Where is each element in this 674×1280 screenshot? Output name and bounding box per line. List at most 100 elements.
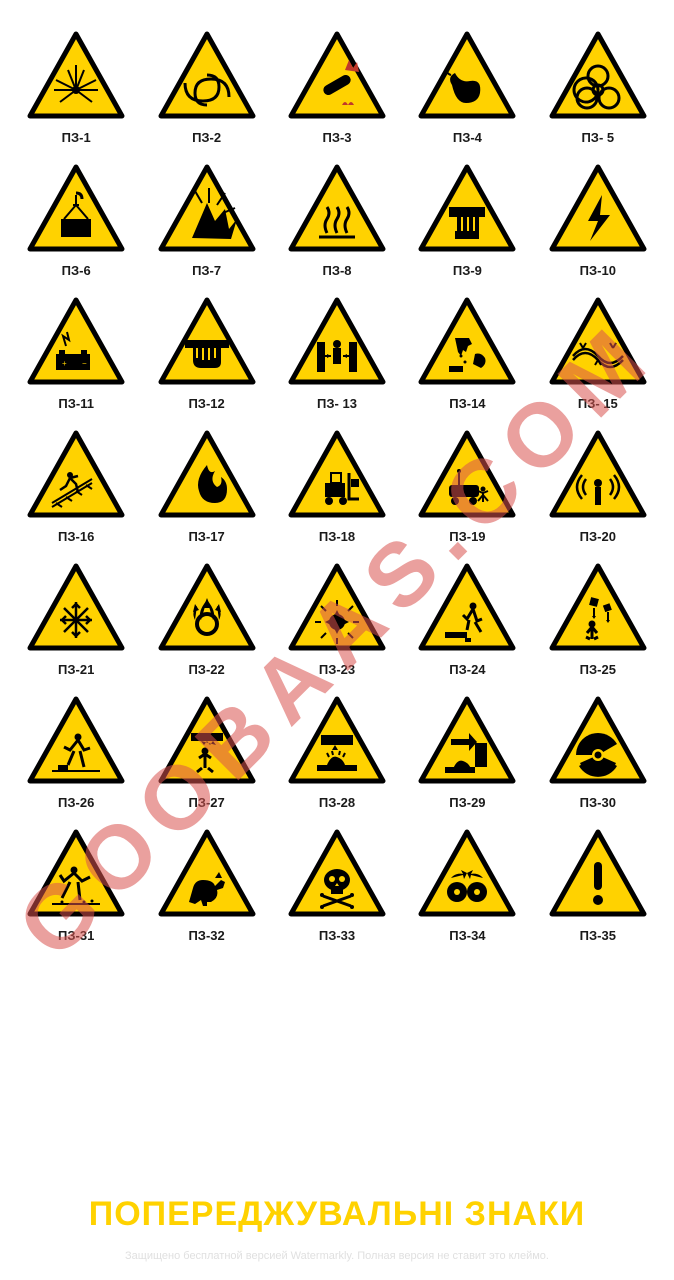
footer-text: Защищено бесплатной версией Watermarkly.… xyxy=(0,1250,674,1262)
sign-label: ПЗ-11 xyxy=(58,396,94,411)
overhead-load-icon xyxy=(26,163,126,253)
sign-cell: ПЗ-10 xyxy=(542,163,654,278)
explosive-icon xyxy=(157,163,257,253)
corrosive-icon xyxy=(417,296,517,386)
sign-cell: ПЗ- 15 xyxy=(542,296,654,411)
sign-cell: ПЗ-24 xyxy=(411,562,523,677)
sign-label: ПЗ-31 xyxy=(58,928,94,943)
hot-surface-icon xyxy=(287,163,387,253)
sign-cell: ПЗ- 5 xyxy=(542,30,654,145)
non-ionizing-radiation-icon xyxy=(548,429,648,519)
sign-label: ПЗ-9 xyxy=(453,263,482,278)
sign-cell: ПЗ-35 xyxy=(542,828,654,943)
sign-label: ПЗ-4 xyxy=(453,130,482,145)
sign-cell: ПЗ-3 xyxy=(281,30,393,145)
sign-label: ПЗ-32 xyxy=(188,928,224,943)
hand-crush-press-icon xyxy=(287,695,387,785)
sign-label: ПЗ- 13 xyxy=(317,396,357,411)
sign-label: ПЗ-8 xyxy=(322,263,351,278)
low-temperature-icon xyxy=(26,562,126,652)
sign-cell: ПЗ-22 xyxy=(150,562,262,677)
sign-cell: ПЗ-2 xyxy=(150,30,262,145)
page-title: ПОПЕРЕДЖУВАЛЬНІ ЗНАКИ xyxy=(0,1195,674,1234)
sign-label: ПЗ-26 xyxy=(58,795,94,810)
sign-cell: ПЗ-16 xyxy=(20,429,132,544)
sign-cell: ПЗ-6 xyxy=(20,163,132,278)
sign-cell: ПЗ-25 xyxy=(542,562,654,677)
sign-label: ПЗ-14 xyxy=(449,396,485,411)
sign-label: ПЗ-34 xyxy=(449,928,485,943)
bull-animal-icon xyxy=(417,30,517,120)
sign-label: ПЗ-27 xyxy=(188,795,224,810)
flammable-icon xyxy=(157,429,257,519)
sign-label: ПЗ-33 xyxy=(319,928,355,943)
sign-cell: ПЗ-18 xyxy=(281,429,393,544)
forklift-icon xyxy=(287,429,387,519)
sign-cell: ПЗ-4 xyxy=(411,30,523,145)
sign-cell: ПЗ-31 xyxy=(20,828,132,943)
sign-cell: ПЗ-33 xyxy=(281,828,393,943)
sign-label: ПЗ-10 xyxy=(580,263,616,278)
optical-radiation-sun-icon xyxy=(287,562,387,652)
sign-label: ПЗ-35 xyxy=(580,928,616,943)
sign-label: ПЗ-12 xyxy=(188,396,224,411)
general-warning-icon xyxy=(548,828,648,918)
sign-label: ПЗ-17 xyxy=(188,529,224,544)
sign-label: ПЗ-3 xyxy=(322,130,351,145)
remote-vehicle-icon xyxy=(417,429,517,519)
gas-cylinder-icon xyxy=(287,30,387,120)
sign-cell: ПЗ-26 xyxy=(20,695,132,810)
falling-objects-icon xyxy=(548,562,648,652)
sign-cell: ПЗ-32 xyxy=(150,828,262,943)
biohazard-icon xyxy=(548,30,648,120)
laser-radiation-icon xyxy=(26,30,126,120)
sign-label: ПЗ-24 xyxy=(449,662,485,677)
oxidizing-icon xyxy=(157,562,257,652)
sign-cell: ПЗ-30 xyxy=(542,695,654,810)
sign-cell: ПЗ-8 xyxy=(281,163,393,278)
guard-dog-icon xyxy=(157,828,257,918)
drop-fall-icon xyxy=(417,562,517,652)
floor-obstacle-icon xyxy=(26,695,126,785)
slippery-surface-icon xyxy=(26,828,126,918)
optical-radiation-spiral-icon xyxy=(157,30,257,120)
sign-cell: ПЗ-7 xyxy=(150,163,262,278)
sign-label: ПЗ-29 xyxy=(449,795,485,810)
hand-injury-icon xyxy=(157,296,257,386)
sign-label: ПЗ-21 xyxy=(58,662,94,677)
sign-label: ПЗ-28 xyxy=(319,795,355,810)
sign-cell: ПЗ-21 xyxy=(20,562,132,677)
fragile-roof-icon xyxy=(26,429,126,519)
sign-cell: ПЗ-19 xyxy=(411,429,523,544)
battery-hazard-icon: +− xyxy=(26,296,126,386)
sign-label: ПЗ-2 xyxy=(192,130,221,145)
toxic-skull-icon xyxy=(287,828,387,918)
sign-cell: ПЗ-14 xyxy=(411,296,523,411)
radioactive-icon xyxy=(548,695,648,785)
sign-label: ПЗ-1 xyxy=(62,130,91,145)
sign-label: ПЗ-30 xyxy=(580,795,616,810)
barbed-wire-icon xyxy=(548,296,648,386)
sign-label: ПЗ-6 xyxy=(62,263,91,278)
warning-signs-grid: ПЗ-1 ПЗ-2 ПЗ-3 xyxy=(0,0,674,963)
sign-label: ПЗ-16 xyxy=(58,529,94,544)
sign-cell: ПЗ-34 xyxy=(411,828,523,943)
sign-cell: ПЗ- 13 xyxy=(281,296,393,411)
sign-label: ПЗ-7 xyxy=(192,263,221,278)
sign-cell: ПЗ-12 xyxy=(150,296,262,411)
hand-crush-mold-icon xyxy=(417,695,517,785)
sign-cell: ПЗ-17 xyxy=(150,429,262,544)
sign-label: ПЗ-22 xyxy=(188,662,224,677)
sign-cell: ПЗ-20 xyxy=(542,429,654,544)
sign-label: ПЗ-19 xyxy=(449,529,485,544)
sign-label: ПЗ-23 xyxy=(319,662,355,677)
sign-label: ПЗ- 15 xyxy=(578,396,618,411)
sign-cell: +− ПЗ-11 xyxy=(20,296,132,411)
sign-label: ПЗ- 5 xyxy=(581,130,614,145)
sign-cell: ПЗ-28 xyxy=(281,695,393,810)
sign-cell: ПЗ-1 xyxy=(20,30,132,145)
sign-label: ПЗ-20 xyxy=(580,529,616,544)
sign-cell: ПЗ-9 xyxy=(411,163,523,278)
hand-crush-icon xyxy=(417,163,517,253)
overhead-obstacle-icon xyxy=(157,695,257,785)
